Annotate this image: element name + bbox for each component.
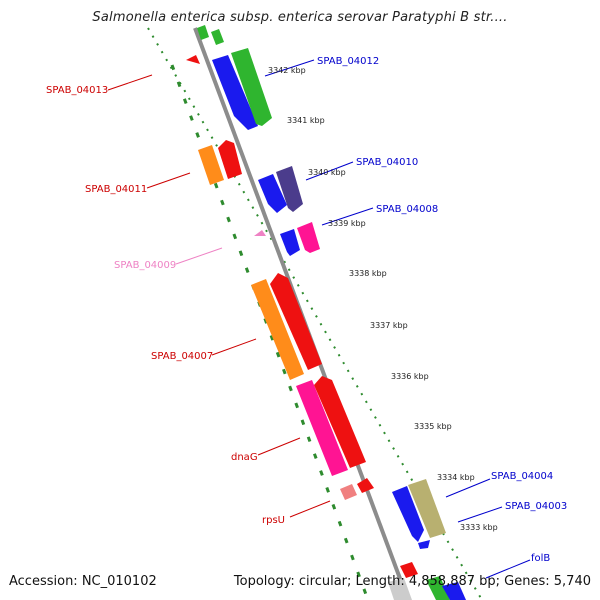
gene-feature[interactable] xyxy=(258,174,287,213)
gene-label[interactable]: rpsU xyxy=(262,515,285,526)
label-connector xyxy=(257,437,301,456)
tick-label: 3342 kbp xyxy=(268,66,306,75)
gene-feature[interactable] xyxy=(340,484,357,500)
gene-label[interactable]: dnaG xyxy=(231,452,258,463)
gene-label[interactable]: SPAB_04004 xyxy=(491,471,553,482)
tick-label: 3338 kbp xyxy=(349,269,387,278)
gene-feature[interactable] xyxy=(418,540,430,549)
gene-feature[interactable] xyxy=(426,576,450,600)
gene-label[interactable]: SPAB_04013 xyxy=(46,85,108,96)
gene-feature[interactable] xyxy=(218,140,242,179)
label-connector xyxy=(321,207,374,226)
gene-feature[interactable] xyxy=(212,55,258,130)
tick-label: 3341 kbp xyxy=(287,116,325,125)
label-connector xyxy=(305,161,354,181)
gene-label[interactable]: SPAB_04003 xyxy=(505,501,567,512)
label-connector xyxy=(485,559,531,579)
gene-label[interactable]: SPAB_04007 xyxy=(151,351,213,362)
label-connector xyxy=(457,506,503,523)
topology-text: Topology: circular; Length: 4,858,887 bp… xyxy=(233,574,591,589)
tick-label: 3340 kbp xyxy=(308,168,346,177)
gene-feature[interactable] xyxy=(297,222,320,253)
gene-feature[interactable] xyxy=(198,145,224,185)
gene-feature[interactable] xyxy=(296,380,348,476)
tick-label: 3339 kbp xyxy=(328,219,366,228)
gene-label[interactable]: SPAB_04009 xyxy=(114,260,176,271)
gene-feature[interactable] xyxy=(197,25,209,40)
gene-label[interactable]: SPAB_04012 xyxy=(317,56,379,67)
tick-label: 3334 kbp xyxy=(437,473,475,482)
label-connector xyxy=(289,500,331,518)
gene-feature[interactable] xyxy=(211,29,224,45)
label-connector xyxy=(264,59,315,77)
gene-label[interactable]: SPAB_04008 xyxy=(376,204,438,215)
gene-feature[interactable] xyxy=(280,229,300,256)
gene-feature[interactable] xyxy=(254,230,266,236)
gene-feature[interactable] xyxy=(408,479,446,538)
gene-feature[interactable] xyxy=(186,55,200,64)
gene-feature[interactable] xyxy=(388,578,412,600)
accession-text: Accession: NC_010102 xyxy=(9,574,157,589)
label-connector xyxy=(211,338,257,356)
gene-label[interactable]: SPAB_04011 xyxy=(85,184,147,195)
gene-label[interactable]: folB xyxy=(531,553,550,564)
gene-feature[interactable] xyxy=(442,582,466,600)
gene-feature[interactable] xyxy=(270,273,322,370)
gene-feature[interactable] xyxy=(357,478,374,493)
tick-label: 3335 kbp xyxy=(414,422,452,431)
gene-feature[interactable] xyxy=(392,486,424,542)
label-connector xyxy=(107,74,153,91)
label-connector xyxy=(175,247,223,265)
gene-feature[interactable] xyxy=(231,48,272,126)
tick-label: 3333 kbp xyxy=(460,523,498,532)
gene-label[interactable]: SPAB_04010 xyxy=(356,157,418,168)
gene-feature[interactable] xyxy=(314,376,366,468)
label-connector xyxy=(146,172,191,189)
tick-label: 3337 kbp xyxy=(370,321,408,330)
tick-label: 3336 kbp xyxy=(391,372,429,381)
gene-feature[interactable] xyxy=(251,279,304,380)
gene-feature[interactable] xyxy=(276,166,303,212)
label-connector xyxy=(445,478,491,498)
map-title: Salmonella enterica subsp. enterica sero… xyxy=(92,10,508,25)
gene-feature[interactable] xyxy=(400,562,418,578)
